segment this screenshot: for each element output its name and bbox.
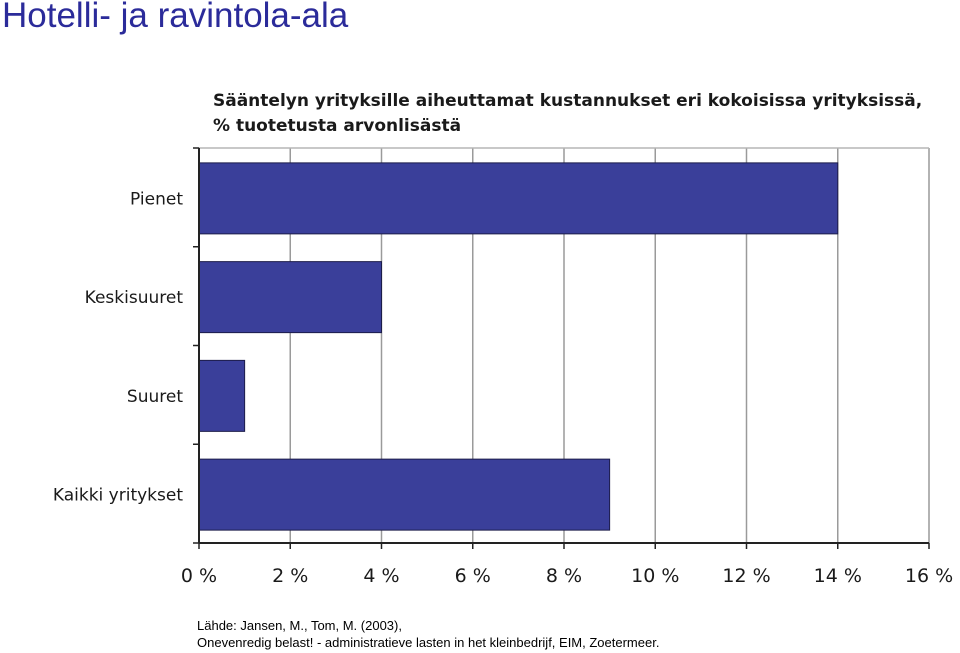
x-tick-label: 6 % bbox=[455, 565, 491, 587]
bar bbox=[198, 261, 382, 334]
bar bbox=[198, 162, 839, 235]
x-tick-label: 8 % bbox=[546, 565, 582, 587]
x-tick-label: 14 % bbox=[814, 565, 862, 587]
axes bbox=[193, 147, 930, 549]
x-tick-label: 2 % bbox=[272, 565, 308, 587]
x-tick-label: 0 % bbox=[181, 565, 217, 587]
category-label: Suuret bbox=[127, 387, 183, 407]
category-label: Kaikki yritykset bbox=[53, 486, 183, 506]
category-label: Pienet bbox=[130, 189, 183, 209]
tick-labels: 0 % 2 % 4 % 6 % 8 % 10 % 12 % 14 % 16 % bbox=[181, 565, 953, 587]
chart-title: Sääntelyn yrityksille aiheuttamat kustan… bbox=[213, 91, 923, 136]
x-tick-label: 4 % bbox=[363, 565, 399, 587]
slide-title: Hotelli- ja ravintola-ala bbox=[2, 0, 349, 35]
source-line-1: Lähde: Jansen, M., Tom, M. (2003), bbox=[197, 618, 402, 633]
bar bbox=[198, 359, 246, 432]
x-tick-label: 12 % bbox=[722, 565, 770, 587]
source-citation: Lähde: Jansen, M., Tom, M. (2003), Oneve… bbox=[197, 617, 659, 651]
bar bbox=[198, 458, 611, 531]
source-line-2: Onevenredig belast! - administratieve la… bbox=[197, 635, 660, 650]
category-label: Keskisuuret bbox=[85, 288, 184, 308]
x-tick-label: 10 % bbox=[631, 565, 679, 587]
x-tick-label: 16 % bbox=[905, 565, 953, 587]
category-labels: Pienet Keskisuuret Suuret Kaikki yritykset bbox=[53, 189, 183, 505]
bars bbox=[198, 162, 839, 531]
